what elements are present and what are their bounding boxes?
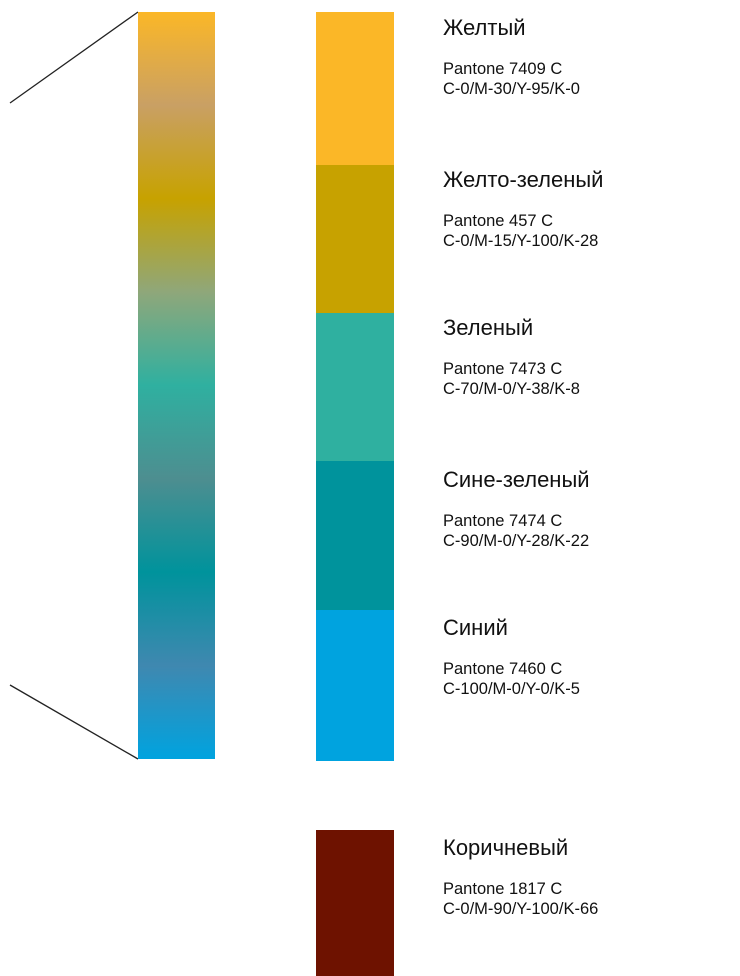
swatch-yellow xyxy=(316,12,394,165)
swatch-brown xyxy=(316,830,394,976)
gradient-bar xyxy=(138,12,215,759)
color-name: Желто-зеленый xyxy=(443,167,604,192)
cmyk-value: C-70/M-0/Y-38/K-8 xyxy=(443,380,580,398)
color-name: Коричневый xyxy=(443,835,569,860)
pantone-code: Pantone 7474 C xyxy=(443,512,563,530)
pantone-code: Pantone 1817 C xyxy=(443,880,563,898)
cmyk-value: C-90/M-0/Y-28/K-22 xyxy=(443,532,590,550)
swatch-blue xyxy=(316,610,394,761)
color-name: Зеленый xyxy=(443,315,534,340)
entry-green: Зеленый Pantone 7473 C C-70/M-0/Y-38/K-8 xyxy=(443,315,740,399)
cmyk-value: C-0/M-15/Y-100/K-28 xyxy=(443,232,599,250)
color-name: Желтый xyxy=(443,15,526,40)
cmyk-value: C-100/M-0/Y-0/K-5 xyxy=(443,680,580,698)
pantone-code: Pantone 7460 C xyxy=(443,660,563,678)
entry-blue: Синий Pantone 7460 C C-100/M-0/Y-0/K-5 xyxy=(443,615,740,699)
color-name: Синий xyxy=(443,615,508,640)
bracket-line-top xyxy=(9,11,139,104)
entry-yellow-green: Желто-зеленый Pantone 457 C C-0/M-15/Y-1… xyxy=(443,167,740,251)
swatch-blue-green xyxy=(316,461,394,610)
cmyk-value: C-0/M-30/Y-95/K-0 xyxy=(443,80,580,98)
pantone-code: Pantone 7473 C xyxy=(443,360,563,378)
pantone-code: Pantone 457 C xyxy=(443,212,554,230)
entry-blue-green: Сине-зеленый Pantone 7474 C C-90/M-0/Y-2… xyxy=(443,467,740,551)
pantone-code: Pantone 7409 C xyxy=(443,60,563,78)
color-name: Сине-зеленый xyxy=(443,467,590,492)
swatch-green xyxy=(316,313,394,461)
cmyk-value: C-0/M-90/Y-100/K-66 xyxy=(443,900,599,918)
entry-brown: Коричневый Pantone 1817 C C-0/M-90/Y-100… xyxy=(443,835,740,919)
entry-yellow: Желтый Pantone 7409 C C-0/M-30/Y-95/K-0 xyxy=(443,15,740,99)
bracket-line-bottom xyxy=(9,684,139,760)
swatch-yellow-green xyxy=(316,165,394,313)
